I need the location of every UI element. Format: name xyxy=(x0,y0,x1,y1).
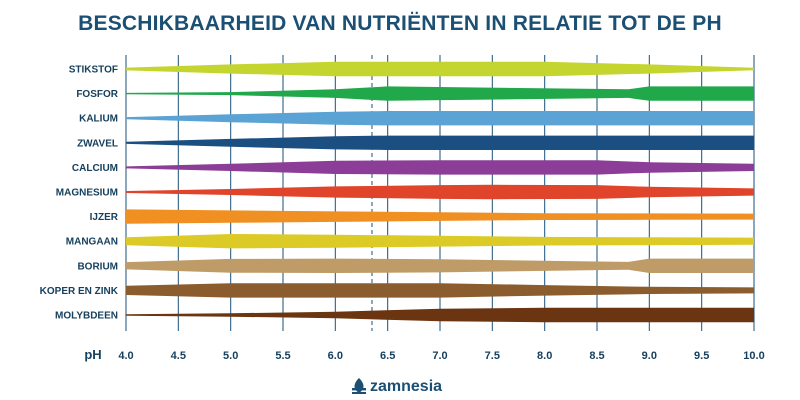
band-kalium xyxy=(126,111,754,126)
brand-name: zamnesia xyxy=(370,378,442,395)
x-tick-label: 6.0 xyxy=(328,350,343,362)
x-tick-label: 7.5 xyxy=(485,350,500,362)
x-axis-label: pH xyxy=(84,347,101,362)
band-stikstof xyxy=(126,61,754,77)
x-tick-label: 8.0 xyxy=(537,350,552,362)
chart-title: BESCHIKBAARHEID VAN NUTRIËNTEN IN RELATI… xyxy=(78,12,722,35)
band-mangaan xyxy=(126,234,754,249)
leaf-logo-icon xyxy=(352,378,366,394)
x-tick-label: 5.5 xyxy=(275,350,290,362)
x-tick-label: 9.0 xyxy=(642,350,657,362)
nutrient-label: KOPER EN ZINK xyxy=(40,286,119,297)
band-calcium xyxy=(126,160,754,175)
nutrient-label: STIKSTOF xyxy=(69,65,118,76)
x-axis-ticks: 4.0 4.5 5.0 5.5 6.0 6.5 7.0 7.5 8.0 8.5 9.0 9.5 10.0 xyxy=(118,350,764,362)
band-koper-en-zink xyxy=(126,283,754,298)
band-magnesium xyxy=(126,184,754,200)
nutrient-label: CALCIUM xyxy=(72,163,118,174)
x-tick-label: 8.5 xyxy=(589,350,604,362)
nutrient-labels: STIKSTOF FOSFOR KALIUM ZWAVEL CALCIUM MAGNESI… xyxy=(40,65,119,322)
band-molybdeen xyxy=(126,307,754,323)
band-borium xyxy=(126,258,754,273)
nutrient-label: MOLYBDEEN xyxy=(55,311,118,322)
nutrient-label: MANGAAN xyxy=(66,237,118,248)
nutrient-bands xyxy=(126,61,754,323)
nutrient-label: BORIUM xyxy=(77,261,118,272)
x-tick-label: 4.5 xyxy=(171,350,186,362)
brand-logo: zamnesia xyxy=(352,378,442,395)
nutrient-label: FOSFOR xyxy=(76,89,118,100)
x-tick-label: 5.0 xyxy=(223,350,238,362)
nutrient-label: IJZER xyxy=(90,212,119,223)
nutrient-label: ZWAVEL xyxy=(77,138,118,149)
x-tick-label: 7.0 xyxy=(432,350,447,362)
x-tick-label: 9.5 xyxy=(694,350,709,362)
x-tick-label: 10.0 xyxy=(743,350,764,362)
nutrient-label: MAGNESIUM xyxy=(56,188,118,199)
band-fosfor xyxy=(126,86,754,101)
x-tick-label: 4.0 xyxy=(118,350,133,362)
nutrient-label: KALIUM xyxy=(79,114,118,125)
band-zwavel xyxy=(126,135,754,150)
x-tick-label: 6.5 xyxy=(380,350,395,362)
band-ijzer xyxy=(126,209,754,224)
